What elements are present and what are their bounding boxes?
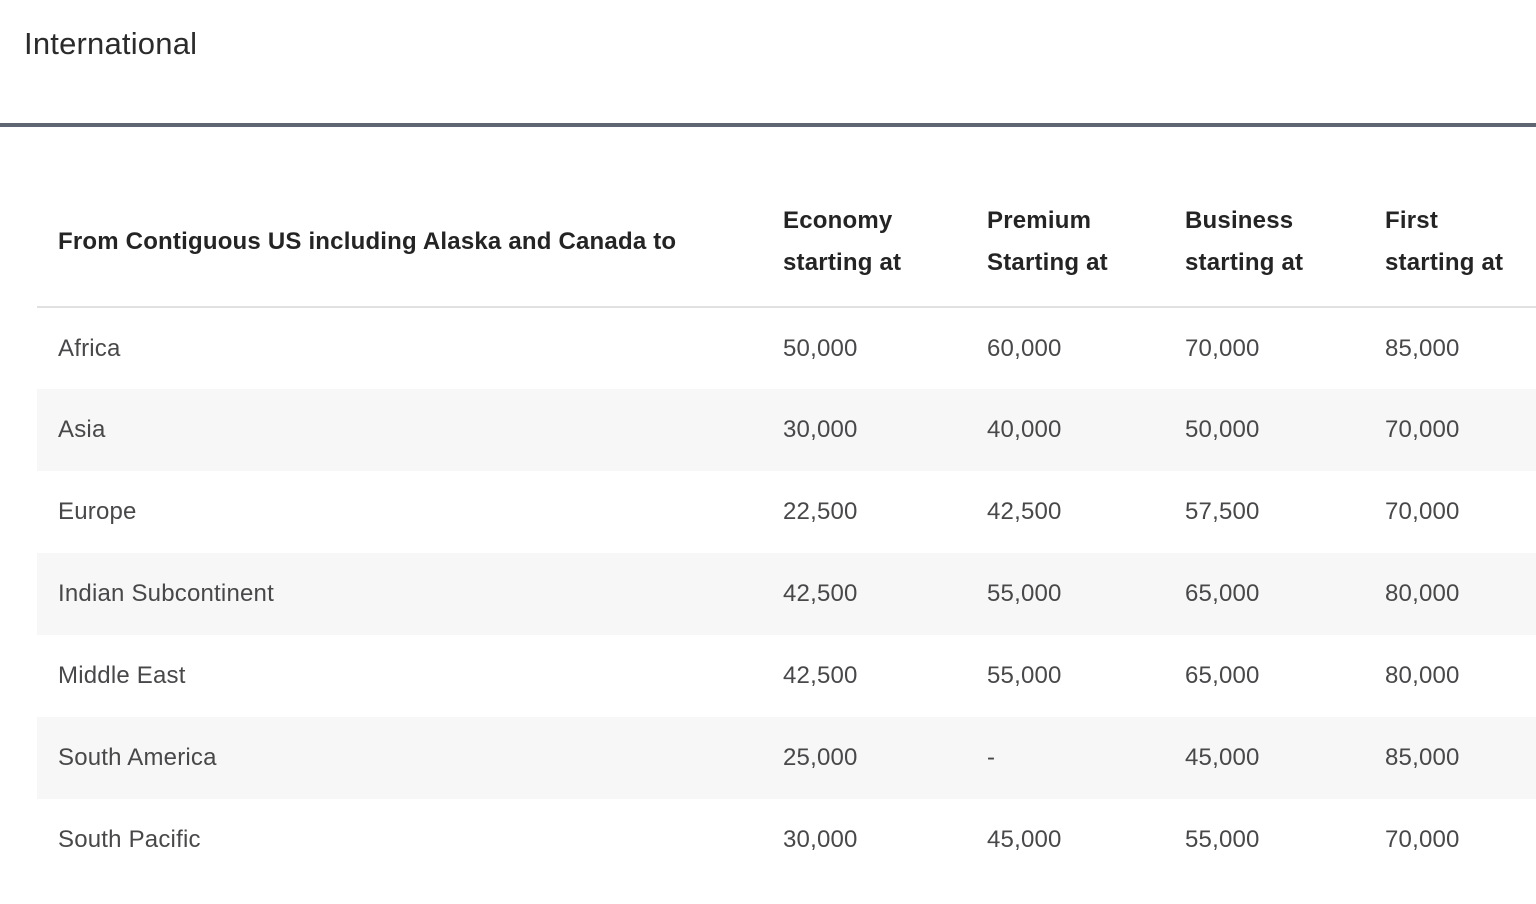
value-cell: 42,500 bbox=[783, 580, 858, 607]
value-cell: 25,000 bbox=[783, 744, 858, 771]
region-cell: Europe bbox=[58, 498, 137, 525]
table-row: Asia 30,000 40,000 50,000 70,000 bbox=[37, 389, 1536, 471]
value-cell: 85,000 bbox=[1385, 334, 1460, 362]
column-header-business-line1: Business bbox=[1185, 207, 1294, 234]
value-cell: 65,000 bbox=[1185, 662, 1260, 689]
table-row: Middle East 42,500 55,000 65,000 80,000 bbox=[37, 635, 1536, 717]
column-header-first: First starting at bbox=[1385, 160, 1536, 308]
region-cell: Indian Subcontinent bbox=[58, 580, 274, 607]
column-header-business: Business starting at bbox=[1185, 160, 1385, 308]
header-row: From Contiguous US including Alaska and … bbox=[37, 160, 1536, 308]
table-header: From Contiguous US including Alaska and … bbox=[37, 160, 1536, 308]
table-body: Africa 50,000 60,000 70,000 85,000 Asia … bbox=[37, 307, 1536, 881]
value-cell: 50,000 bbox=[783, 334, 858, 362]
region-cell: Africa bbox=[58, 334, 121, 362]
table-row: South Pacific 30,000 45,000 55,000 70,00… bbox=[37, 799, 1536, 881]
column-header-premium: Premium Starting at bbox=[987, 160, 1185, 308]
region-cell: South Pacific bbox=[58, 826, 201, 853]
table-row: Indian Subcontinent 42,500 55,000 65,000… bbox=[37, 553, 1536, 635]
value-cell: 22,500 bbox=[783, 498, 858, 525]
value-cell: 40,000 bbox=[987, 416, 1062, 443]
page-title: International bbox=[24, 26, 198, 61]
value-cell: 55,000 bbox=[987, 662, 1062, 689]
value-cell: 30,000 bbox=[783, 416, 858, 443]
value-cell: 60,000 bbox=[987, 334, 1062, 362]
value-cell: 42,500 bbox=[783, 662, 858, 689]
column-header-premium-line1: Premium bbox=[987, 207, 1092, 234]
column-header-origin: From Contiguous US including Alaska and … bbox=[37, 160, 783, 308]
value-cell: 45,000 bbox=[987, 826, 1062, 853]
value-cell: 50,000 bbox=[1185, 416, 1260, 443]
table-row: South America 25,000 - 45,000 85,000 bbox=[37, 717, 1536, 799]
value-cell: 65,000 bbox=[1185, 580, 1260, 607]
column-header-economy: Economy starting at bbox=[783, 160, 987, 308]
section-divider bbox=[0, 123, 1536, 127]
column-header-first-line1: First bbox=[1385, 207, 1439, 234]
value-cell: 80,000 bbox=[1385, 580, 1460, 607]
award-chart-table: From Contiguous US including Alaska and … bbox=[37, 160, 1536, 881]
value-cell: 70,000 bbox=[1385, 416, 1460, 443]
value-cell: 80,000 bbox=[1385, 662, 1460, 689]
award-chart-container: From Contiguous US including Alaska and … bbox=[37, 160, 1536, 881]
table-row: Europe 22,500 42,500 57,500 70,000 bbox=[37, 471, 1536, 553]
value-cell: 30,000 bbox=[783, 826, 858, 853]
column-header-economy-line1: Economy bbox=[783, 207, 893, 234]
column-header-premium-line2: Starting at bbox=[987, 249, 1108, 276]
value-cell: 55,000 bbox=[1185, 826, 1260, 853]
value-cell: - bbox=[987, 744, 996, 771]
column-header-economy-line2: starting at bbox=[783, 249, 902, 276]
value-cell: 70,000 bbox=[1385, 826, 1460, 853]
region-cell: South America bbox=[58, 744, 217, 771]
region-cell: Asia bbox=[58, 416, 106, 443]
value-cell: 45,000 bbox=[1185, 744, 1260, 771]
value-cell: 57,500 bbox=[1185, 498, 1260, 525]
region-cell: Middle East bbox=[58, 662, 186, 689]
table-row: Africa 50,000 60,000 70,000 85,000 bbox=[37, 307, 1536, 389]
column-header-business-line2: starting at bbox=[1185, 249, 1304, 276]
value-cell: 55,000 bbox=[987, 580, 1062, 607]
value-cell: 42,500 bbox=[987, 498, 1062, 525]
column-header-first-line2: starting at bbox=[1385, 249, 1504, 276]
value-cell: 70,000 bbox=[1185, 334, 1260, 362]
value-cell: 85,000 bbox=[1385, 744, 1460, 771]
value-cell: 70,000 bbox=[1385, 498, 1460, 525]
